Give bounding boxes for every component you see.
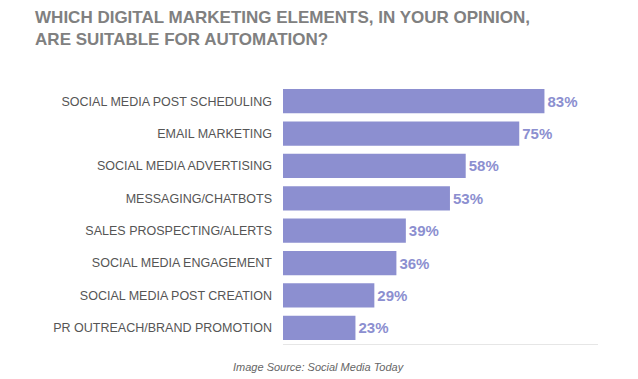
svg-text:SOCIAL MEDIA ENGAGEMENT: SOCIAL MEDIA ENGAGEMENT [92,256,272,270]
svg-text:23%: 23% [358,319,388,336]
svg-text:MESSAGING/CHATBOTS: MESSAGING/CHATBOTS [126,192,272,206]
svg-text:53%: 53% [453,190,483,207]
svg-text:SOCIAL MEDIA ADVERTISING: SOCIAL MEDIA ADVERTISING [97,159,272,173]
svg-text:29%: 29% [377,287,407,304]
svg-text:83%: 83% [547,93,577,110]
svg-text:SOCIAL MEDIA POST CREATION: SOCIAL MEDIA POST CREATION [80,289,272,303]
svg-text:36%: 36% [399,255,429,272]
svg-text:WHICH DIGITAL MARKETING ELEMEN: WHICH DIGITAL MARKETING ELEMENTS, IN YOU… [35,8,530,49]
svg-text:58%: 58% [469,157,499,174]
svg-text:SOCIAL MEDIA POST SCHEDULING: SOCIAL MEDIA POST SCHEDULING [62,95,272,109]
svg-text:PR OUTREACH/BRAND PROMOTION: PR OUTREACH/BRAND PROMOTION [53,321,272,335]
svg-text:75%: 75% [522,125,552,142]
svg-text:39%: 39% [409,222,439,239]
svg-text:EMAIL MARKETING: EMAIL MARKETING [157,127,272,141]
svg-text:SALES PROSPECTING/ALERTS: SALES PROSPECTING/ALERTS [85,224,272,238]
svg-text:Image Source: Social Media Tod: Image Source: Social Media Today [233,361,405,373]
